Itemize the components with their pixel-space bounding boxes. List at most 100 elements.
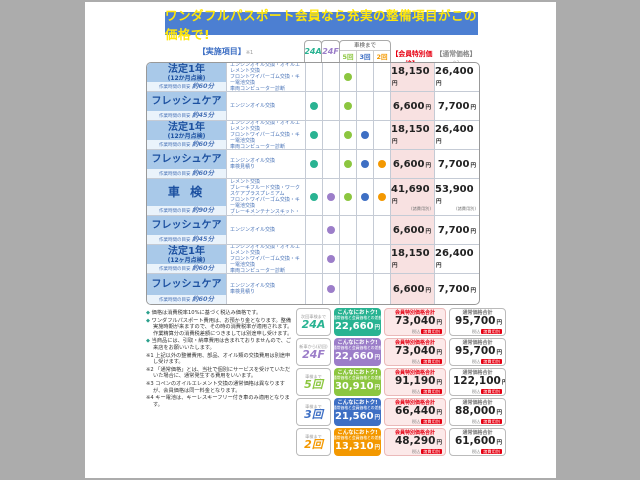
diamond-bullet-icon: ◆ <box>146 317 150 324</box>
plan-dot <box>310 160 318 168</box>
diamond-bullet-icon: ◆ <box>146 310 150 316</box>
plan-dot <box>327 285 335 293</box>
service-item: 車両コンピューター診断 <box>230 86 286 91</box>
plan-dot <box>327 255 335 263</box>
member-price-cell: 18,150円 <box>391 245 435 273</box>
service-title-text: フレッシュケア <box>151 220 222 231</box>
plan-dot <box>310 193 318 201</box>
normal-price-cell: 7,700円 <box>435 150 479 178</box>
plan-period-label: 車検まで <box>305 403 322 409</box>
dot-cell-3kai <box>357 274 374 304</box>
service-label-cell: 法定1年 (12か月点検) 作業時間の目安 約60分 <box>147 63 227 91</box>
service-item: エンジンオイル交換・オイルエレメント交換 <box>230 179 261 185</box>
column-header-3kai: 3回 <box>357 51 374 62</box>
dot-cell-24a <box>306 150 323 178</box>
work-time-label: 作業時間の目安 <box>159 114 191 119</box>
dot-cell-24f <box>323 63 340 91</box>
member-price-cell: 6,600円 <box>391 216 435 244</box>
member-total-box: 会員特別価格合計 73,040円 税込 諸費用別 <box>384 338 446 366</box>
normal-price: 53,900円 <box>435 183 474 205</box>
plan-dot <box>310 131 318 139</box>
table-row: 法定1年 (12ヶ月点検) 作業時間の目安 約60分 エンジンオイル交換・オイル… <box>147 245 479 274</box>
summary-row-5kai: 車検まで 5回 こんなにおトク! (通常価格と会員価格との差額) 30,910円… <box>296 368 506 396</box>
savings-subtitle: (通常価格と会員価格との差額) <box>334 315 381 321</box>
work-time-label: 作業時間の目安 <box>159 238 191 243</box>
plan-dot <box>344 73 352 81</box>
dot-cell-3kai <box>357 63 374 91</box>
work-time-label: 作業時間の目安 <box>159 143 191 148</box>
tax-label: 税込 <box>411 448 421 454</box>
work-time: 作業時間の目安 約60分 <box>147 264 226 273</box>
service-title: 車 検 <box>147 179 226 206</box>
plan-period-label: 新車から(初回) <box>299 343 328 349</box>
work-time: 作業時間の目安 約60分 <box>147 169 226 178</box>
fee-badge: 諸費用別 <box>481 328 502 335</box>
plan-name: 24A <box>301 317 326 331</box>
service-item: エンジンオイル交換 <box>230 227 276 233</box>
service-subtitle: (12ヶ月点検) <box>167 256 206 264</box>
service-item: 車両コンピューター診断 <box>230 268 286 273</box>
member-price: 18,150円 <box>391 66 430 87</box>
plan-dot <box>361 193 369 201</box>
dot-cell-5kai <box>340 245 357 273</box>
normal-total-title: 通常価格合計 <box>462 309 493 316</box>
tax-label: 税込 <box>471 388 481 394</box>
total-notes: 税込 諸費用別 <box>453 449 502 455</box>
total-notes: 税込 諸費用別 <box>388 419 442 425</box>
normal-total-box: 通常価格合計 61,600円 税込 諸費用別 <box>449 428 506 456</box>
footnote-note: ※2 「通常価格」とは、当社で個別にサービスを受けていただいた場合に、通常発生す… <box>146 366 291 380</box>
plan-period-label: 車検まで <box>305 433 322 439</box>
normal-price: 26,400円 <box>435 124 474 145</box>
service-item: 車検見積り <box>230 164 256 170</box>
normal-total-box: 通常価格合計 95,700円 税込 諸費用別 <box>449 308 506 336</box>
savings-amount: 22,660円 <box>334 350 381 362</box>
member-total-box: 会員特別価格合計 66,440円 税込 諸費用別 <box>384 398 446 426</box>
table-row: 車 検 作業時間の目安 約90分 エンジンオイル交換・オイルエレメント交換 ブレ… <box>147 179 479 216</box>
tax-label: 税込 <box>411 328 421 334</box>
table-row: 法定1年 (12か月点検) 作業時間の目安 約60分 エンジンオイル交換・オイル… <box>147 63 479 92</box>
normal-total-box: 通常価格合計 95,700円 税込 諸費用別 <box>449 338 506 366</box>
normal-price: 7,700円 <box>437 100 476 112</box>
service-item: 車検見積り <box>230 289 256 295</box>
service-items: エンジンオイル交換・オイルエレメント交換 フロントワイパーゴム交換・キー電池交換… <box>227 63 306 91</box>
service-title-text: 法定1年 <box>168 245 205 257</box>
savings-box: こんなにおトク! (通常価格と会員価格との差額) 13,310円 <box>334 428 381 456</box>
service-item: ブレーキメンテナンスキット・車両コンピューター診断 <box>230 209 300 215</box>
member-price-cell: 6,600円 <box>391 92 435 120</box>
fee-badge: 諸費用別 <box>421 388 442 395</box>
service-title: 法定1年 (12ヶ月点検) <box>147 245 226 264</box>
dot-cell-24f <box>323 179 340 215</box>
dot-cell-3kai <box>357 92 374 120</box>
member-total-box: 会員特別価格合計 73,040円 税込 諸費用別 <box>384 308 446 336</box>
service-items: エンジンオイル交換 車検見積り <box>227 274 306 304</box>
footnote-note: ※1 上記以外の整備費用、部品、オイル類の交換費用は別途申し受けます。 <box>146 352 291 366</box>
member-total-title: 会員特別価格合計 <box>394 399 435 406</box>
savings-subtitle: (通常価格と会員価格との差額) <box>334 435 381 441</box>
plan-name: 2回 <box>304 437 323 451</box>
normal-total-title: 通常価格合計 <box>462 369 493 376</box>
work-time-label: 作業時間の目安 <box>159 85 191 90</box>
plan-period-label: 次回車検まで <box>300 313 327 319</box>
dot-cell-24a <box>306 92 323 120</box>
plan-dot <box>327 102 335 110</box>
normal-total-amount: 61,600円 <box>454 434 502 447</box>
work-time-value: 約90分 <box>191 206 214 214</box>
service-label-cell: フレッシュケア 作業時間の目安 約45分 <box>147 216 227 244</box>
fee-badge: 諸費用別 <box>481 388 502 395</box>
column-group-shaken: 車検まで 5回 3回 2回 <box>339 40 391 62</box>
normal-price-cell: 7,700円 <box>435 216 479 244</box>
table-row: 法定1年 (12か月点検) 作業時間の目安 約60分 エンジンオイル交換・オイル… <box>147 121 479 150</box>
footnote-note: ※3 コペンのオイルエレメント交換の通常価格は異なりますが、会員価格は同一料金と… <box>146 380 285 394</box>
service-subtitle: (12か月点検) <box>167 132 206 140</box>
normal-price-cell: 7,700円 <box>435 274 479 304</box>
member-price-cell: 41,690円 (諸費用別) <box>391 179 435 215</box>
plan-dot <box>361 102 369 110</box>
plan-dot <box>344 226 352 234</box>
member-price: 6,600円 <box>392 100 431 112</box>
service-title-text: 法定1年 <box>168 63 205 75</box>
service-items: エンジンオイル交換・オイルエレメント交換 フロントワイパーゴム交換・キー電池交換… <box>227 245 306 273</box>
plan-box: 車検まで 5回 <box>296 368 331 396</box>
dot-cell-5kai <box>340 121 357 149</box>
plan-dot <box>327 131 335 139</box>
